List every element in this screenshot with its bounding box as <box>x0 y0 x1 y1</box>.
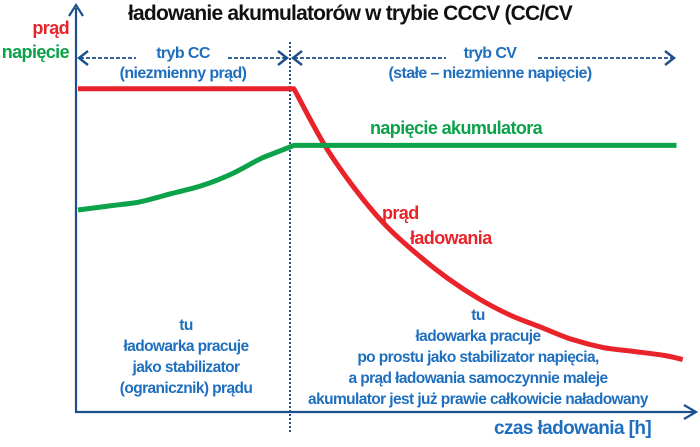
cv-note-line: tu <box>471 307 485 324</box>
cc-note-line: tu <box>179 317 193 334</box>
voltage-curve-label: napięcie akumulatora <box>370 118 543 138</box>
x-axis-label: czas ładowania [h] <box>494 418 652 439</box>
cc-right-arrowhead-icon <box>277 50 289 66</box>
cc-note: tu ładowarka pracuje jako stabilizator (… <box>96 315 276 399</box>
cv-left-arrowhead-icon <box>291 50 303 66</box>
cv-note-line: po prostu jako stabilizator napięcia, <box>357 349 599 366</box>
mode-cc-desc: (niezmienny prąd) <box>119 65 247 82</box>
mode-cc-label: tryb CC (niezmienny prąd) <box>90 44 276 84</box>
cv-note-line: a prąd ładowania samoczynnie maleje <box>348 370 609 387</box>
mode-cv-name: tryb CV <box>463 45 517 62</box>
series-current-line <box>78 86 684 362</box>
x-axis-arrow-icon <box>683 404 699 420</box>
cv-note-line: akumulator jest już prawie całkowicie na… <box>308 391 648 408</box>
chart-title: ładowanie akumulatorów w trybie CCCV (CC… <box>128 2 573 25</box>
y-axis-arrow-icon <box>68 2 84 17</box>
cc-note-line: (ogranicznik) prądu <box>119 380 253 397</box>
cc-note-line: jako stabilizator <box>132 359 241 376</box>
y-axis-label-current: prąd <box>32 18 69 38</box>
mode-cv-desc: (stałe – niezmienne napięcie) <box>388 65 592 82</box>
cc-note-line: ładowarka pracuje <box>123 338 249 355</box>
current-curve-label-line1: prąd <box>382 203 419 223</box>
current-curve-label-line2: ładowania <box>410 228 492 248</box>
cc-left-arrowhead-icon <box>77 50 89 66</box>
series-voltage-line <box>77 142 677 213</box>
cv-note-line: ładowarka pracuje <box>415 328 541 345</box>
cv-note: tu ładowarka pracuje po prostu jako stab… <box>288 305 668 410</box>
mode-cv-label: tryb CV (stałe – niezmienne napięcie) <box>300 44 680 84</box>
cv-right-arrowhead-icon <box>664 50 676 66</box>
mode-cc-name: tryb CC <box>156 45 210 62</box>
y-axis-label-voltage: napięcie <box>1 42 70 62</box>
